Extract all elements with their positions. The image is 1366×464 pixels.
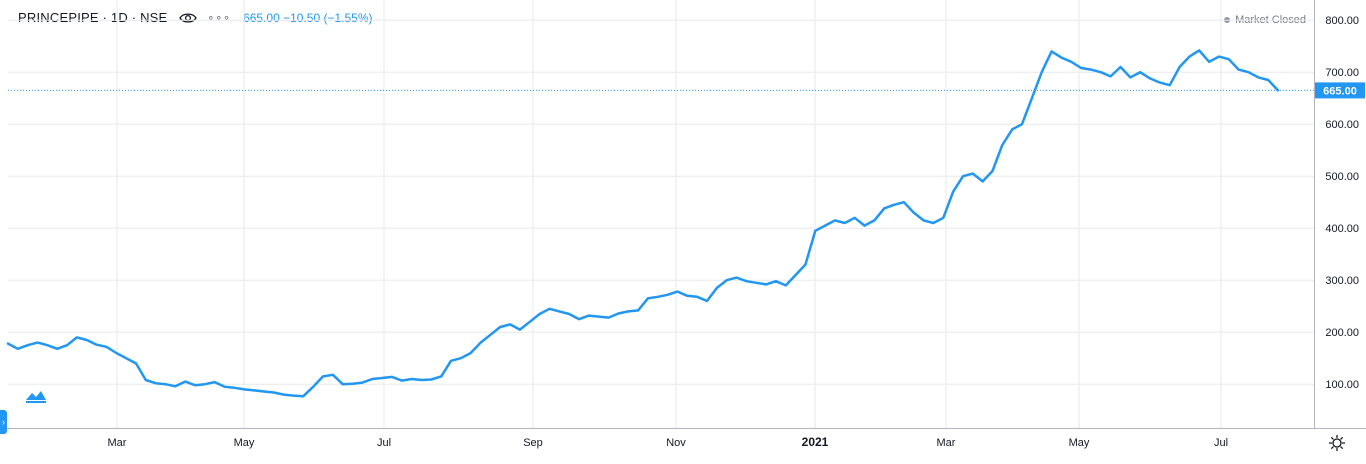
price-quote: 665.00 −10.50 (−1.55%)	[243, 10, 373, 25]
x-tick-label: Jul	[1214, 437, 1228, 449]
x-tick-label: Mar	[937, 437, 956, 449]
tradingview-logo-icon[interactable]	[24, 388, 48, 404]
time-axis[interactable]: Mar May Jul Sep Nov 2021 Mar May Jul	[108, 435, 1229, 449]
more-options-icon[interactable]: ∘∘∘	[207, 12, 232, 24]
y-tick-label: 600.00	[1325, 119, 1359, 131]
x-tick-label: May	[234, 437, 255, 449]
gear-icon[interactable]	[1328, 434, 1346, 452]
x-tick-label: Nov	[666, 437, 686, 449]
price-series-line	[6, 49, 1280, 398]
price-axis[interactable]: 100.00 200.00 300.00 400.00 500.00 600.00 700.…	[1325, 15, 1359, 391]
y-tick-label: 500.00	[1325, 171, 1359, 183]
sidebar-toggle[interactable]: ›	[0, 410, 7, 434]
y-tick-label: 700.00	[1325, 67, 1359, 79]
y-tick-label: 300.00	[1325, 275, 1359, 287]
x-tick-label: Sep	[523, 437, 543, 449]
x-tick-label: 2021	[802, 435, 829, 449]
symbol-label[interactable]: PRINCEPIPE · 1D · NSE	[18, 10, 168, 25]
chart-legend: PRINCEPIPE · 1D · NSE ∘∘∘ 665.00 −10.50 …	[18, 10, 373, 25]
x-tick-label: Mar	[108, 437, 127, 449]
y-tick-label: 200.00	[1325, 327, 1359, 339]
grid	[8, 0, 1314, 428]
last-price-tag: 665.00	[1315, 82, 1365, 99]
x-tick-label: Jul	[377, 437, 391, 449]
y-tick-label: 800.00	[1325, 15, 1359, 27]
series-layer	[6, 49, 1280, 398]
last-price-label: 665.00	[1323, 85, 1357, 97]
y-tick-label: 400.00	[1325, 223, 1359, 235]
x-tick-label: May	[1069, 437, 1090, 449]
y-tick-label: 100.00	[1325, 379, 1359, 391]
